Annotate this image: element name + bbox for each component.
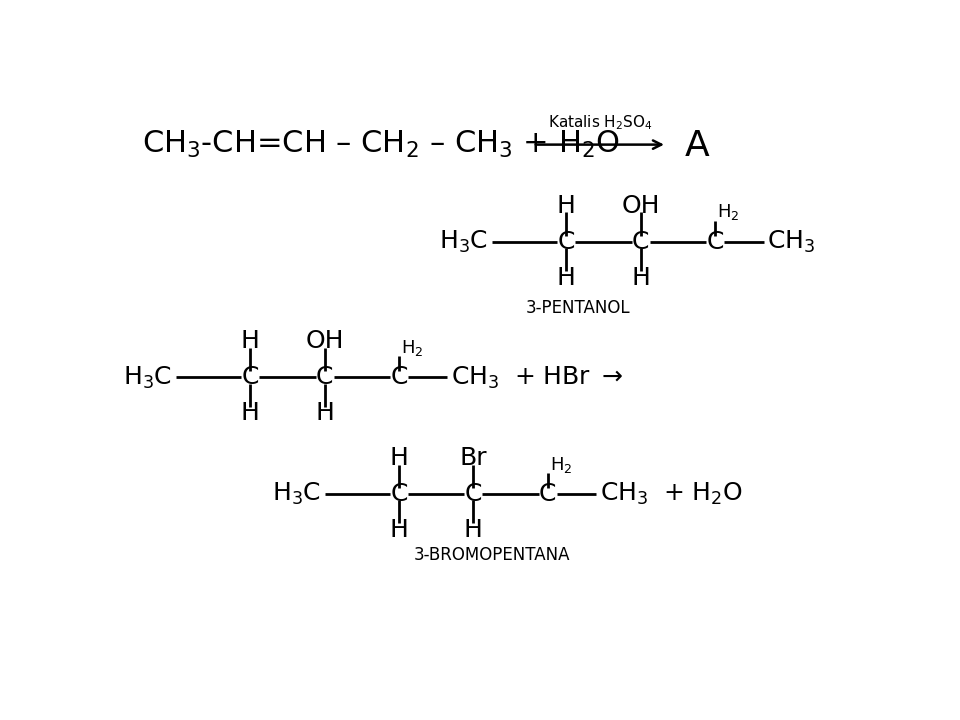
Text: H: H	[241, 330, 259, 354]
Text: A: A	[684, 129, 709, 163]
Text: H$_3$C: H$_3$C	[440, 228, 489, 255]
Text: H: H	[557, 194, 576, 217]
Text: C: C	[632, 230, 650, 253]
Text: 3-BROMOPENTANA: 3-BROMOPENTANA	[414, 546, 570, 564]
Text: CH$_3$-CH=CH – CH$_2$ – CH$_3$ + H$_2$O: CH$_3$-CH=CH – CH$_2$ – CH$_3$ + H$_2$O	[142, 129, 620, 160]
Text: + HBr $\rightarrow$: + HBr $\rightarrow$	[515, 366, 624, 390]
Text: + H$_2$O: + H$_2$O	[663, 481, 743, 507]
Text: H: H	[632, 266, 650, 289]
Text: C: C	[558, 230, 575, 253]
Text: C: C	[242, 366, 259, 390]
Text: Katalis H$_2$SO$_4$: Katalis H$_2$SO$_4$	[547, 113, 652, 132]
Text: H$_2$: H$_2$	[717, 202, 740, 222]
Text: CH$_3$: CH$_3$	[767, 228, 816, 255]
Text: C: C	[391, 366, 408, 390]
Text: H$_2$: H$_2$	[401, 338, 423, 358]
Text: C: C	[465, 482, 482, 506]
Text: CH$_3$: CH$_3$	[600, 481, 648, 507]
Text: C: C	[707, 230, 724, 253]
Text: OH: OH	[305, 330, 344, 354]
Text: H: H	[390, 446, 408, 470]
Text: 3-PENTANOL: 3-PENTANOL	[525, 300, 630, 317]
Text: Br: Br	[460, 446, 488, 470]
Text: C: C	[391, 482, 408, 506]
Text: H: H	[241, 402, 259, 426]
Text: OH: OH	[621, 194, 660, 217]
Text: H: H	[557, 266, 576, 289]
Text: C: C	[316, 366, 333, 390]
Text: H: H	[390, 518, 408, 542]
Text: C: C	[540, 482, 557, 506]
Text: H$_3$C: H$_3$C	[272, 481, 321, 507]
Text: H$_3$C: H$_3$C	[123, 364, 172, 390]
Text: CH$_3$: CH$_3$	[451, 364, 499, 390]
Text: H$_2$: H$_2$	[550, 454, 572, 474]
Text: H: H	[464, 518, 483, 542]
Text: H: H	[315, 402, 334, 426]
